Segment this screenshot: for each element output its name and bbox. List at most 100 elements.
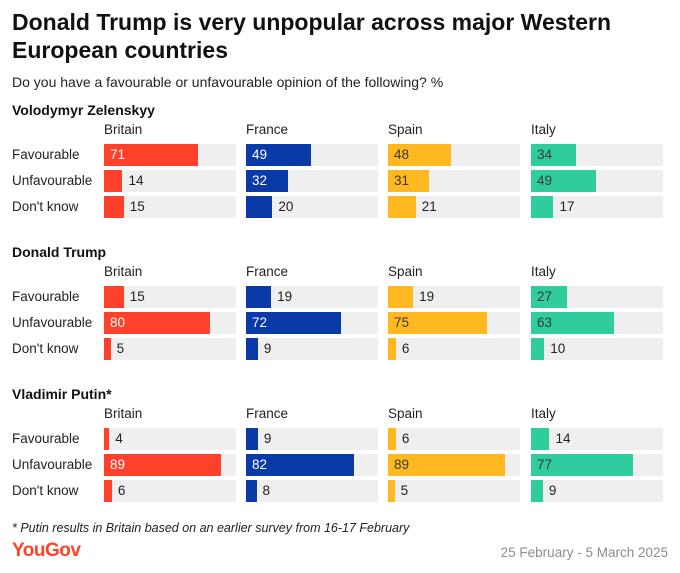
bar-track: 15 (104, 196, 236, 218)
bar-value-label: 34 (537, 147, 553, 162)
bar-britain (104, 170, 123, 192)
bar-track: 6 (104, 480, 236, 502)
bar-france (246, 454, 355, 476)
bar-track: 82 (246, 454, 378, 476)
bar-value-label: 20 (278, 199, 294, 214)
bar-track: 34 (531, 144, 663, 166)
bar-italy (531, 428, 550, 450)
bar-italy (531, 170, 596, 192)
bar-value-label: 19 (277, 289, 293, 304)
row-label-unfavourable: Unfavourable (12, 457, 93, 472)
bar-britain (104, 338, 111, 360)
bar-france (246, 480, 257, 502)
bar-track: 15 (104, 286, 236, 308)
bar-italy (531, 338, 545, 360)
bar-spain (388, 428, 396, 450)
bar-track: 19 (246, 286, 378, 308)
country-label-britain: Britain (104, 264, 143, 279)
bar-value-label: 63 (537, 315, 553, 330)
bar-britain (104, 428, 110, 450)
bar-track: 19 (388, 286, 520, 308)
panel-title-volodymyr-zelenskyy: Volodymyr Zelenskyy (12, 102, 155, 118)
bar-value-label: 31 (394, 173, 410, 188)
bar-britain (104, 312, 210, 334)
bar-track: 5 (104, 338, 236, 360)
country-label-france: France (246, 264, 289, 279)
country-label-spain: Spain (388, 264, 423, 279)
bar-value-label: 4 (115, 431, 123, 446)
bar-spain (388, 286, 414, 308)
bar-track: 9 (246, 338, 378, 360)
bar-spain (388, 480, 395, 502)
country-label-italy: Italy (531, 264, 556, 279)
bar-track: 49 (246, 144, 378, 166)
bar-france (246, 428, 258, 450)
bar-spain (388, 312, 487, 334)
country-label-britain: Britain (104, 122, 143, 137)
bar-track: 72 (246, 312, 378, 334)
bar-track: 21 (388, 196, 520, 218)
bar-value-label: 6 (401, 431, 410, 446)
bar-track: 8 (246, 480, 378, 502)
bar-track: 49 (531, 170, 663, 192)
bar-value-label: 9 (548, 483, 557, 498)
bar-italy (531, 196, 554, 218)
bar-value-label: 10 (550, 341, 566, 356)
bar-track: 32 (246, 170, 378, 192)
bar-spain (388, 454, 506, 476)
bar-italy (531, 312, 615, 334)
bar-france (246, 338, 258, 360)
date-range: 25 February - 5 March 2025 (500, 545, 668, 560)
bar-value-label: 77 (537, 457, 553, 472)
bar-britain (104, 480, 112, 502)
bar-track: 77 (531, 454, 663, 476)
bar-track: 5 (388, 480, 520, 502)
bar-track: 6 (388, 338, 520, 360)
bar-britain (104, 286, 124, 308)
bar-value-label: 49 (252, 147, 268, 162)
bar-track: 17 (531, 196, 663, 218)
bar-track: 48 (388, 144, 520, 166)
row-label-favourable: Favourable (12, 147, 80, 162)
bar-track: 89 (104, 454, 236, 476)
row-label-favourable: Favourable (12, 289, 80, 304)
bar-value-label: 6 (117, 483, 126, 498)
bar-value-label: 80 (110, 315, 126, 330)
bar-track: 27 (531, 286, 663, 308)
yougov-logo: YouGov (12, 540, 81, 561)
chart-subtitle: Do you have a favourable or unfavourable… (12, 74, 444, 90)
bar-france (246, 196, 273, 218)
bar-track: 14 (104, 170, 236, 192)
bar-value-label: 89 (110, 457, 126, 472)
bar-track: 20 (246, 196, 378, 218)
country-label-spain: Spain (388, 122, 423, 137)
footnote: * Putin results in Britain based on an e… (12, 521, 410, 535)
bar-track: 9 (531, 480, 663, 502)
bar-track: 6 (388, 428, 520, 450)
country-label-italy: Italy (531, 122, 556, 137)
bar-italy (531, 480, 543, 502)
panel-title-donald-trump: Donald Trump (12, 244, 107, 260)
bar-value-label: 71 (110, 147, 126, 162)
bar-value-label: 6 (401, 341, 410, 356)
row-label-don-t-know: Don't know (12, 341, 79, 356)
bar-value-label: 5 (400, 483, 409, 498)
bar-spain (388, 170, 429, 192)
bar-value-label: 8 (262, 483, 271, 498)
row-label-unfavourable: Unfavourable (12, 315, 93, 330)
bar-value-label: 17 (559, 199, 575, 214)
bar-value-label: 75 (394, 315, 410, 330)
bar-track: 4 (104, 428, 236, 450)
bar-track: 63 (531, 312, 663, 334)
bar-value-label: 72 (252, 315, 268, 330)
bar-value-label: 48 (394, 147, 410, 162)
bar-value-label: 14 (555, 431, 571, 446)
bar-value-label: 82 (252, 457, 268, 472)
country-label-spain: Spain (388, 406, 423, 421)
bar-value-label: 15 (129, 199, 145, 214)
bar-value-label: 32 (252, 173, 268, 188)
bar-italy (531, 144, 576, 166)
bar-france (246, 144, 311, 166)
bar-value-label: 21 (421, 199, 437, 214)
bar-italy (531, 454, 633, 476)
